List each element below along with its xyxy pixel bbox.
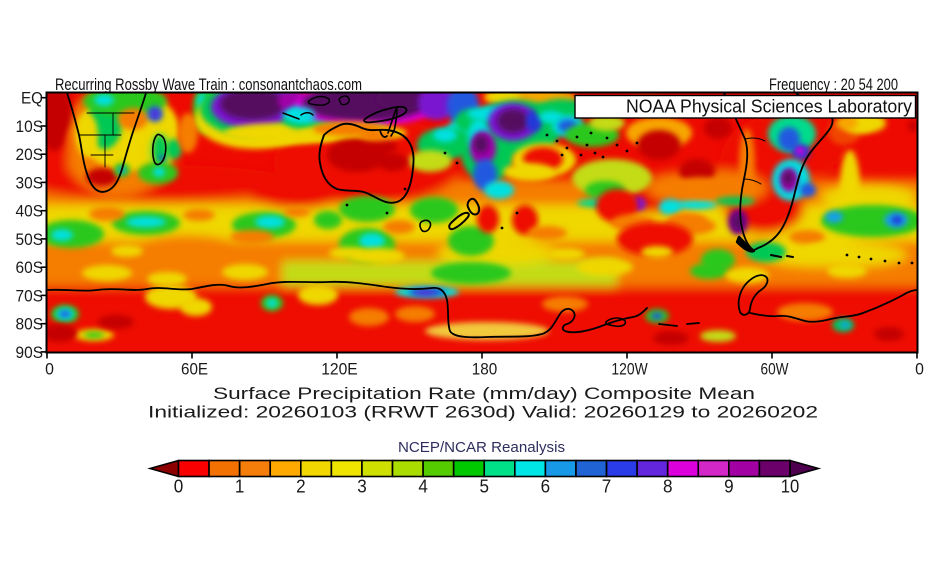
svg-text:10: 10 xyxy=(781,475,800,496)
svg-text:30S: 30S xyxy=(16,173,44,192)
svg-text:60E: 60E xyxy=(181,360,208,379)
svg-text:120E: 120E xyxy=(321,360,358,379)
svg-text:Surface Precipitation Rate (mm: Surface Precipitation Rate (mm/day) Comp… xyxy=(213,384,755,403)
svg-text:0: 0 xyxy=(45,360,54,379)
svg-text:60S: 60S xyxy=(16,258,44,277)
svg-text:EQ: EQ xyxy=(21,89,43,108)
svg-text:5: 5 xyxy=(480,475,490,496)
svg-text:4: 4 xyxy=(418,475,428,496)
svg-text:Initialized: 20260103 (RRWT 26: Initialized: 20260103 (RRWT 2630d) Valid… xyxy=(148,403,818,422)
svg-text:6: 6 xyxy=(541,475,551,496)
svg-text:Recurring Rossby Wave Train :: Recurring Rossby Wave Train : consonantc… xyxy=(55,75,362,94)
svg-text:2: 2 xyxy=(296,475,306,496)
svg-text:80S: 80S xyxy=(16,315,44,334)
svg-text:Frequency : 20 54 200: Frequency : 20 54 200 xyxy=(769,75,898,94)
svg-text:NOAA Physical Sciences Laborat: NOAA Physical Sciences Laboratory xyxy=(626,97,912,117)
svg-text:180: 180 xyxy=(472,360,498,379)
svg-text:8: 8 xyxy=(663,475,673,496)
svg-text:1: 1 xyxy=(235,475,245,496)
svg-text:NCEP/NCAR Reanalysis: NCEP/NCAR Reanalysis xyxy=(398,439,565,456)
svg-text:50S: 50S xyxy=(16,230,44,249)
svg-text:0: 0 xyxy=(174,475,184,496)
svg-text:9: 9 xyxy=(724,475,734,496)
svg-text:7: 7 xyxy=(602,475,612,496)
svg-text:0: 0 xyxy=(915,360,924,379)
svg-text:3: 3 xyxy=(357,475,367,496)
svg-text:20S: 20S xyxy=(16,145,44,164)
svg-text:120W: 120W xyxy=(611,360,647,379)
svg-text:70S: 70S xyxy=(16,286,44,305)
svg-text:60W: 60W xyxy=(761,360,789,379)
svg-text:90S: 90S xyxy=(16,343,44,362)
svg-text:10S: 10S xyxy=(16,117,44,136)
svg-text:40S: 40S xyxy=(16,202,44,221)
